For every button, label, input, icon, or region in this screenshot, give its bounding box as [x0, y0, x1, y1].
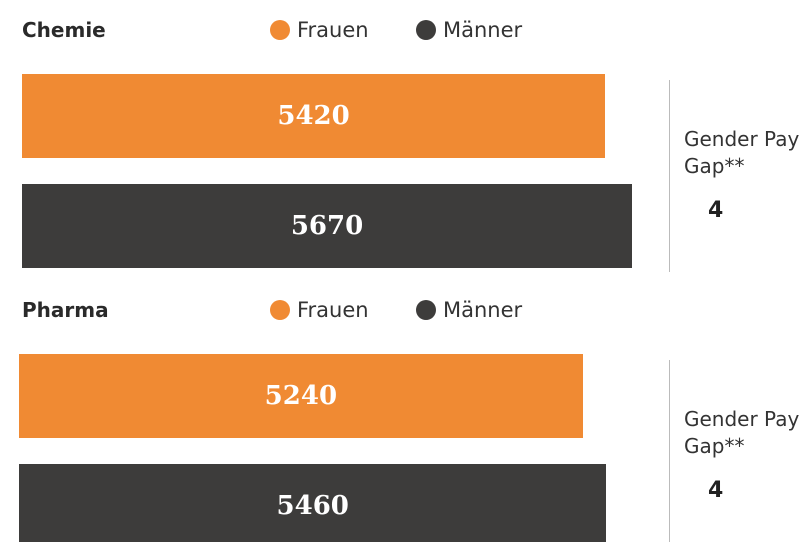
value-label: 5670 [290, 211, 364, 241]
divider [669, 360, 670, 542]
legend-item: Männer [416, 298, 522, 322]
value-label: 5460 [276, 491, 349, 521]
legend-label: Frauen [297, 298, 369, 322]
bar: 5420 [22, 74, 606, 158]
legend-item: Männer [416, 18, 522, 42]
legend-swatch [270, 300, 290, 320]
chart-title: Chemie [22, 18, 106, 42]
legend-label: Frauen [297, 18, 369, 42]
value-label: 5240 [264, 381, 338, 411]
annotation-label: Gender Pay Gap** [684, 407, 800, 458]
legend-label: Männer [443, 298, 523, 322]
bar: 5460 [19, 464, 607, 542]
legend-swatch [416, 20, 436, 40]
legend-item: Frauen [270, 298, 369, 322]
bar: 5670 [22, 184, 632, 268]
annotation-value: 4 [708, 478, 724, 503]
legend-swatch [416, 300, 436, 320]
annotation-label: Gender Pay Gap** [684, 127, 800, 178]
legend-label: Männer [443, 18, 523, 42]
bar: 5240 [19, 354, 583, 438]
legend-item: Frauen [270, 18, 369, 42]
annotation-value: 4 [708, 198, 724, 223]
value-label: 5420 [277, 101, 350, 131]
legend-swatch [270, 20, 290, 40]
divider [669, 80, 670, 272]
chart-title: Pharma [22, 298, 109, 322]
